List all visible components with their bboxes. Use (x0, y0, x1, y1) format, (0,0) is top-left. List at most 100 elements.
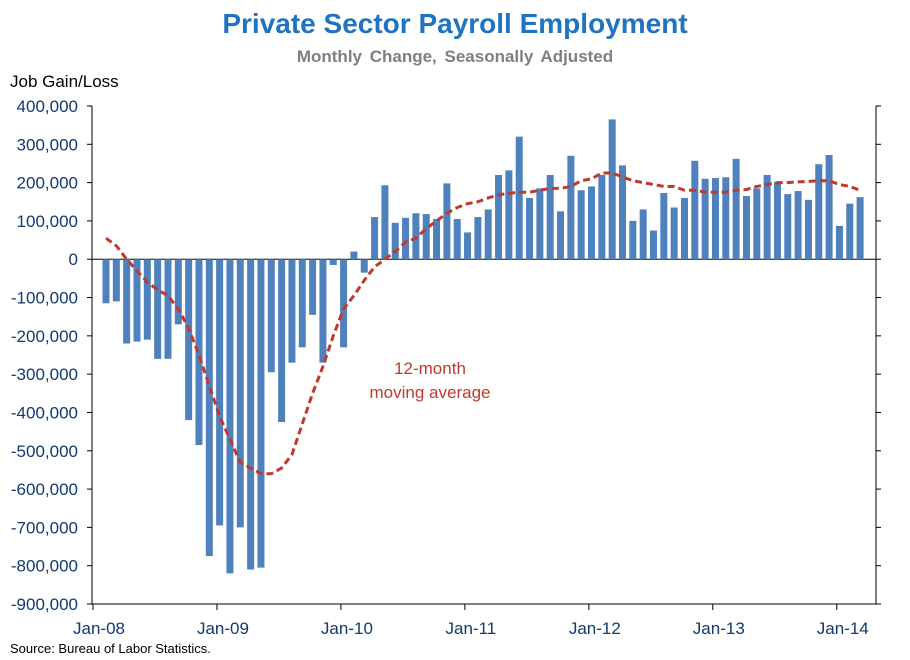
source-note: Source: Bureau of Labor Statistics. (10, 641, 211, 656)
bar (515, 136, 523, 260)
bar (680, 197, 688, 260)
bar (381, 185, 389, 260)
bar (329, 259, 337, 265)
bar (660, 192, 668, 260)
bar (608, 119, 616, 260)
bar (484, 209, 492, 260)
bar (732, 158, 740, 260)
x-tick-label: Jan-13 (693, 619, 745, 638)
bar (794, 191, 802, 260)
bar (123, 259, 131, 344)
bar (474, 217, 482, 260)
bar (505, 170, 513, 260)
bar (588, 186, 596, 260)
bar (340, 259, 348, 348)
x-tick-label: Jan-11 (446, 619, 497, 638)
bar (846, 203, 854, 260)
bar (825, 155, 833, 260)
y-tick-label: 300,000 (17, 135, 78, 154)
bar (174, 259, 182, 325)
annotation-line-1: 12-month (394, 359, 466, 378)
bar (649, 230, 657, 260)
bar (701, 178, 709, 260)
bar (567, 155, 575, 260)
bar (154, 259, 162, 359)
bar (619, 165, 626, 260)
y-tick-label: 100,000 (17, 212, 78, 231)
y-tick-label: 0 (69, 250, 78, 269)
bar (773, 181, 781, 260)
bar (360, 259, 368, 273)
bar (371, 217, 379, 260)
bar (557, 211, 565, 260)
x-tick-label: Jan-12 (569, 619, 621, 638)
y-tick-label: -800,000 (11, 557, 78, 576)
axis-labels: 400,000 300,000 200,000 100,000 0 -100,000 -20… (11, 97, 869, 638)
bar (639, 209, 647, 260)
annotation-line-2: moving average (370, 383, 491, 402)
bar (443, 183, 451, 260)
bar (835, 225, 843, 260)
bar (598, 174, 606, 260)
bar (815, 164, 823, 260)
x-tick-label: Jan-09 (197, 619, 249, 638)
bar (164, 259, 172, 359)
bar (546, 174, 554, 260)
bar (133, 259, 141, 342)
y-tick-label: -300,000 (11, 365, 78, 384)
bar (112, 259, 120, 302)
bar (216, 259, 224, 526)
bar (722, 177, 730, 260)
bar (763, 174, 771, 260)
y-tick-label: -200,000 (11, 327, 78, 346)
bar (350, 251, 358, 260)
y-tick-label: -600,000 (11, 480, 78, 499)
bar (856, 197, 864, 260)
bar (464, 232, 472, 260)
bar (629, 220, 637, 260)
bar (670, 207, 678, 260)
bar (536, 188, 544, 260)
moving-average-series (105, 171, 861, 476)
y-tick-label: -900,000 (11, 595, 78, 614)
bar (402, 217, 410, 260)
bar (526, 197, 534, 260)
bar (495, 174, 503, 260)
bar (257, 259, 265, 568)
bar (309, 259, 317, 315)
bar (143, 259, 151, 340)
bar (422, 214, 430, 260)
bar (247, 259, 255, 570)
y-tick-label: 400,000 (17, 97, 78, 116)
bar (288, 259, 296, 363)
bar (391, 222, 399, 260)
bar (784, 194, 792, 260)
bar (319, 259, 327, 363)
bar (226, 259, 234, 574)
bar (205, 259, 213, 557)
bar (298, 259, 306, 348)
bar (711, 178, 719, 260)
bar (278, 259, 286, 423)
bar (753, 188, 761, 260)
chart-title: Private Sector Payroll Employment (222, 8, 688, 39)
bar (691, 160, 699, 260)
x-tick-label: Jan-10 (321, 619, 373, 638)
chart-subtitle: Monthly Change, Seasonally Adjusted (296, 47, 614, 66)
bar (267, 259, 275, 373)
bar (195, 259, 203, 446)
y-axis-title: Job Gain/Loss (10, 72, 119, 91)
bar (102, 259, 110, 304)
y-tick-label: -500,000 (11, 442, 78, 461)
bar (236, 259, 244, 528)
bar (185, 259, 193, 421)
x-tick-label: Jan-14 (817, 619, 869, 638)
bar (742, 196, 750, 260)
y-tick-label: -400,000 (11, 403, 78, 422)
bar (433, 219, 441, 260)
y-tick-label: 200,000 (17, 174, 78, 193)
y-tick-label: -100,000 (11, 289, 78, 308)
bar (577, 190, 585, 260)
moving-average-line (105, 171, 861, 476)
